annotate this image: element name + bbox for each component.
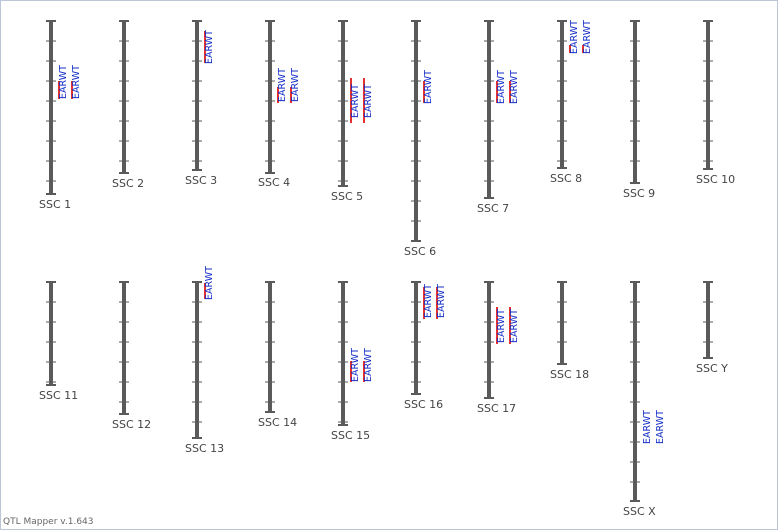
ssc-5-qtl-label: EARWT bbox=[363, 84, 374, 118]
ssc-2-label: SSC 2 bbox=[112, 177, 144, 190]
ssc-5-label: SSC 5 bbox=[331, 190, 363, 203]
ssc-3-label: SSC 3 bbox=[185, 174, 217, 187]
ssc-12-chromosome-bar bbox=[122, 282, 126, 414]
ssc-5-qtl-label: EARWT bbox=[350, 84, 361, 118]
ssc-7-qtl-label: EARWT bbox=[496, 70, 507, 104]
ssc-1-label: SSC 1 bbox=[39, 198, 71, 211]
ssc-15-chromosome-bar bbox=[341, 282, 345, 425]
ssc-y-label: SSC Y bbox=[696, 362, 728, 375]
ssc-11-label: SSC 11 bbox=[39, 389, 78, 402]
ssc-8-qtl-label: EARWT bbox=[582, 20, 593, 54]
ssc-16-qtl-label: EARWT bbox=[436, 284, 447, 318]
ssc-13-chromosome-bar bbox=[195, 282, 199, 438]
ssc-8-qtl-label: EARWT bbox=[569, 20, 580, 54]
ssc-15-qtl-label: EARWT bbox=[350, 348, 361, 382]
ssc-18-chromosome-bar bbox=[560, 282, 564, 364]
ssc-2-chromosome-bar bbox=[122, 21, 126, 173]
ssc-14-label: SSC 14 bbox=[258, 416, 297, 429]
ssc-18-label: SSC 18 bbox=[550, 368, 589, 381]
ssc-x-qtl-label: EARWT bbox=[642, 410, 653, 444]
ssc-6-qtl-label: EARWT bbox=[423, 70, 434, 104]
ssc-4-qtl-label: EARWT bbox=[277, 68, 288, 102]
ssc-3-qtl-label: EARWT bbox=[204, 30, 215, 64]
ssc-16-qtl-label: EARWT bbox=[423, 284, 434, 318]
ssc-15-qtl-label: EARWT bbox=[363, 348, 374, 382]
ssc-17-chromosome-bar bbox=[487, 282, 491, 398]
ssc-7-chromosome-bar bbox=[487, 21, 491, 198]
ssc-5-chromosome-bar bbox=[341, 21, 345, 186]
ssc-6-chromosome-bar bbox=[414, 21, 418, 241]
ssc-1-chromosome-bar bbox=[49, 21, 53, 194]
ssc-4-chromosome-bar bbox=[268, 21, 272, 173]
ssc-16-label: SSC 16 bbox=[404, 398, 443, 411]
ssc-14-chromosome-bar bbox=[268, 282, 272, 412]
ssc-7-label: SSC 7 bbox=[477, 202, 509, 215]
ssc-16-chromosome-bar bbox=[414, 282, 418, 394]
ssc-9-label: SSC 9 bbox=[623, 187, 655, 200]
ssc-9-chromosome-bar bbox=[633, 21, 637, 183]
ssc-3-chromosome-bar bbox=[195, 21, 199, 170]
ssc-17-qtl-label: EARWT bbox=[509, 309, 520, 343]
ssc-x-chromosome-bar bbox=[633, 282, 637, 501]
ssc-4-label: SSC 4 bbox=[258, 176, 290, 189]
ssc-12-label: SSC 12 bbox=[112, 418, 151, 431]
ssc-1-qtl-label: EARWT bbox=[58, 65, 69, 99]
ssc-17-qtl-label: EARWT bbox=[496, 309, 507, 343]
ssc-10-chromosome-bar bbox=[706, 21, 710, 169]
app-version-label: QTL Mapper v.1.643 bbox=[3, 517, 94, 527]
ssc-11-chromosome-bar bbox=[49, 282, 53, 385]
ssc-8-chromosome-bar bbox=[560, 21, 564, 168]
ssc-13-label: SSC 13 bbox=[185, 442, 224, 455]
ssc-x-qtl-label: EARWT bbox=[655, 410, 666, 444]
ssc-x-label: SSC X bbox=[623, 505, 656, 518]
ssc-6-label: SSC 6 bbox=[404, 245, 436, 258]
ssc-8-label: SSC 8 bbox=[550, 172, 582, 185]
ssc-4-qtl-label: EARWT bbox=[290, 68, 301, 102]
ssc-13-qtl-label: EARWT bbox=[204, 266, 215, 300]
ssc-17-label: SSC 17 bbox=[477, 402, 516, 415]
ssc-10-label: SSC 10 bbox=[696, 173, 735, 186]
ssc-y-chromosome-bar bbox=[706, 282, 710, 358]
ssc-1-qtl-label: EARWT bbox=[71, 65, 82, 99]
ssc-15-label: SSC 15 bbox=[331, 429, 370, 442]
ssc-7-qtl-label: EARWT bbox=[509, 70, 520, 104]
